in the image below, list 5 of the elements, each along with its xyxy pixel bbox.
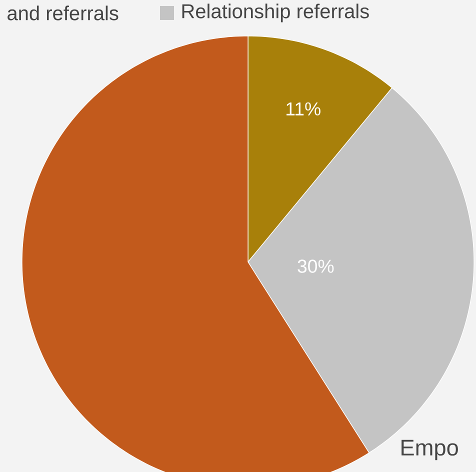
text: Empo — [402, 440, 458, 460]
legend-label: Relationship referrals — [182, 4, 369, 22]
data-label: 11% — [286, 102, 320, 116]
text: and referrals — [8, 6, 118, 20]
data-label: 30% — [298, 260, 334, 273]
